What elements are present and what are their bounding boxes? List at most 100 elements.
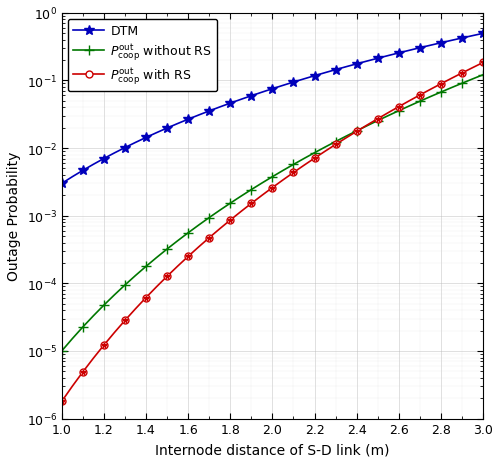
$P^{\mathrm{out}}_{\mathrm{coop}}$ without RS bbox=[301, 156, 307, 162]
$P^{\mathrm{out}}_{\mathrm{coop}}$ without RS bbox=[375, 119, 381, 124]
$P^{\mathrm{out}}_{\mathrm{coop}}$ without RS bbox=[174, 238, 180, 244]
$P^{\mathrm{out}}_{\mathrm{coop}}$ without RS bbox=[459, 81, 465, 87]
DTM bbox=[301, 77, 307, 82]
$P^{\mathrm{out}}_{\mathrm{coop}}$ without RS bbox=[58, 349, 64, 354]
$P^{\mathrm{out}}_{\mathrm{coop}}$ with RS bbox=[396, 105, 402, 110]
DTM bbox=[143, 135, 149, 141]
$P^{\mathrm{out}}_{\mathrm{coop}}$ without RS bbox=[270, 175, 276, 180]
$P^{\mathrm{out}}_{\mathrm{coop}}$ with RS bbox=[406, 99, 412, 104]
$P^{\mathrm{out}}_{\mathrm{coop}}$ with RS bbox=[196, 244, 202, 250]
$P^{\mathrm{out}}_{\mathrm{coop}}$ with RS bbox=[448, 76, 454, 82]
$P^{\mathrm{out}}_{\mathrm{coop}}$ without RS bbox=[428, 94, 434, 100]
$P^{\mathrm{out}}_{\mathrm{coop}}$ with RS bbox=[228, 218, 234, 223]
$P^{\mathrm{out}}_{\mathrm{coop}}$ with RS bbox=[164, 274, 170, 280]
$P^{\mathrm{out}}_{\mathrm{coop}}$ without RS bbox=[238, 194, 244, 200]
DTM bbox=[438, 41, 444, 46]
DTM bbox=[354, 62, 360, 68]
$P^{\mathrm{out}}_{\mathrm{coop}}$ without RS bbox=[248, 188, 254, 193]
$P^{\mathrm{out}}_{\mathrm{coop}}$ with RS bbox=[322, 149, 328, 155]
DTM bbox=[417, 46, 423, 51]
DTM bbox=[122, 145, 128, 151]
X-axis label: Internode distance of S-D link (m): Internode distance of S-D link (m) bbox=[155, 442, 390, 456]
$P^{\mathrm{out}}_{\mathrm{coop}}$ with RS bbox=[143, 295, 149, 300]
DTM bbox=[343, 65, 349, 70]
DTM bbox=[459, 36, 465, 42]
$P^{\mathrm{out}}_{\mathrm{coop}}$ with RS bbox=[428, 88, 434, 93]
$P^{\mathrm{out}}_{\mathrm{coop}}$ with RS bbox=[343, 136, 349, 141]
$P^{\mathrm{out}}_{\mathrm{coop}}$ without RS bbox=[164, 247, 170, 252]
$P^{\mathrm{out}}_{\mathrm{coop}}$ with RS bbox=[112, 330, 117, 336]
$P^{\mathrm{out}}_{\mathrm{coop}}$ without RS bbox=[417, 99, 423, 105]
DTM bbox=[364, 59, 370, 65]
$P^{\mathrm{out}}_{\mathrm{coop}}$ with RS bbox=[238, 209, 244, 215]
$P^{\mathrm{out}}_{\mathrm{coop}}$ without RS bbox=[343, 134, 349, 140]
$P^{\mathrm{out}}_{\mathrm{coop}}$ without RS bbox=[154, 255, 160, 261]
$P^{\mathrm{out}}_{\mathrm{coop}}$ with RS bbox=[438, 82, 444, 88]
$P^{\mathrm{out}}_{\mathrm{coop}}$ without RS bbox=[322, 145, 328, 150]
$P^{\mathrm{out}}_{\mathrm{coop}}$ with RS bbox=[90, 356, 96, 361]
DTM bbox=[406, 49, 412, 54]
$P^{\mathrm{out}}_{\mathrm{coop}}$ with RS bbox=[259, 193, 265, 199]
Line: DTM: DTM bbox=[57, 30, 488, 189]
DTM bbox=[332, 68, 338, 73]
$P^{\mathrm{out}}_{\mathrm{coop}}$ with RS bbox=[480, 61, 486, 66]
DTM bbox=[248, 94, 254, 99]
DTM bbox=[396, 51, 402, 56]
$P^{\mathrm{out}}_{\mathrm{coop}}$ without RS bbox=[228, 201, 234, 206]
$P^{\mathrm{out}}_{\mathrm{coop}}$ with RS bbox=[280, 178, 286, 183]
$P^{\mathrm{out}}_{\mathrm{coop}}$ without RS bbox=[480, 73, 486, 78]
DTM bbox=[259, 90, 265, 96]
DTM bbox=[174, 121, 180, 127]
Line: $P^{\mathrm{out}}_{\mathrm{coop}}$ with RS: $P^{\mathrm{out}}_{\mathrm{coop}}$ with … bbox=[58, 60, 486, 405]
$P^{\mathrm{out}}_{\mathrm{coop}}$ without RS bbox=[290, 162, 296, 168]
Y-axis label: Outage Probability: Outage Probability bbox=[7, 152, 21, 281]
$P^{\mathrm{out}}_{\mathrm{coop}}$ without RS bbox=[386, 113, 392, 119]
$P^{\mathrm{out}}_{\mathrm{coop}}$ without RS bbox=[112, 293, 117, 298]
$P^{\mathrm{out}}_{\mathrm{coop}}$ without RS bbox=[332, 139, 338, 145]
DTM bbox=[101, 156, 107, 162]
$P^{\mathrm{out}}_{\mathrm{coop}}$ without RS bbox=[70, 336, 75, 342]
$P^{\mathrm{out}}_{\mathrm{coop}}$ without RS bbox=[80, 325, 86, 330]
$P^{\mathrm{out}}_{\mathrm{coop}}$ without RS bbox=[259, 181, 265, 187]
DTM bbox=[112, 151, 117, 156]
$P^{\mathrm{out}}_{\mathrm{coop}}$ without RS bbox=[364, 124, 370, 129]
$P^{\mathrm{out}}_{\mathrm{coop}}$ without RS bbox=[438, 90, 444, 96]
DTM bbox=[238, 97, 244, 103]
Legend: DTM, $P^{\mathrm{out}}_{\mathrm{coop}}$ without RS, $P^{\mathrm{out}}_{\mathrm{c: DTM, $P^{\mathrm{out}}_{\mathrm{coop}}$ … bbox=[68, 20, 218, 92]
$P^{\mathrm{out}}_{\mathrm{coop}}$ without RS bbox=[448, 86, 454, 91]
$P^{\mathrm{out}}_{\mathrm{coop}}$ with RS bbox=[301, 163, 307, 169]
$P^{\mathrm{out}}_{\mathrm{coop}}$ with RS bbox=[470, 66, 476, 71]
$P^{\mathrm{out}}_{\mathrm{coop}}$ without RS bbox=[406, 104, 412, 109]
$P^{\mathrm{out}}_{\mathrm{coop}}$ with RS bbox=[312, 156, 318, 162]
DTM bbox=[290, 80, 296, 86]
$P^{\mathrm{out}}_{\mathrm{coop}}$ without RS bbox=[206, 215, 212, 221]
$P^{\mathrm{out}}_{\mathrm{coop}}$ with RS bbox=[417, 93, 423, 99]
$P^{\mathrm{out}}_{\mathrm{coop}}$ without RS bbox=[132, 273, 138, 279]
$P^{\mathrm{out}}_{\mathrm{coop}}$ without RS bbox=[196, 223, 202, 228]
$P^{\mathrm{out}}_{\mathrm{coop}}$ without RS bbox=[470, 77, 476, 82]
DTM bbox=[132, 140, 138, 146]
DTM bbox=[164, 126, 170, 131]
DTM bbox=[196, 113, 202, 119]
$P^{\mathrm{out}}_{\mathrm{coop}}$ without RS bbox=[143, 264, 149, 269]
DTM bbox=[280, 83, 286, 89]
DTM bbox=[386, 54, 392, 59]
DTM bbox=[90, 162, 96, 168]
$P^{\mathrm{out}}_{\mathrm{coop}}$ without RS bbox=[185, 231, 191, 236]
$P^{\mathrm{out}}_{\mathrm{coop}}$ without RS bbox=[280, 169, 286, 174]
$P^{\mathrm{out}}_{\mathrm{coop}}$ without RS bbox=[216, 208, 222, 213]
$P^{\mathrm{out}}_{\mathrm{coop}}$ with RS bbox=[375, 117, 381, 122]
$P^{\mathrm{out}}_{\mathrm{coop}}$ with RS bbox=[386, 111, 392, 116]
$P^{\mathrm{out}}_{\mathrm{coop}}$ with RS bbox=[80, 369, 86, 375]
$P^{\mathrm{out}}_{\mathrm{coop}}$ with RS bbox=[154, 284, 160, 290]
$P^{\mathrm{out}}_{\mathrm{coop}}$ without RS bbox=[396, 109, 402, 114]
$P^{\mathrm{out}}_{\mathrm{coop}}$ with RS bbox=[364, 123, 370, 128]
$P^{\mathrm{out}}_{\mathrm{coop}}$ with RS bbox=[354, 129, 360, 135]
DTM bbox=[312, 74, 318, 79]
DTM bbox=[206, 109, 212, 114]
$P^{\mathrm{out}}_{\mathrm{coop}}$ with RS bbox=[248, 201, 254, 206]
DTM bbox=[80, 168, 86, 174]
$P^{\mathrm{out}}_{\mathrm{coop}}$ with RS bbox=[185, 254, 191, 260]
$P^{\mathrm{out}}_{\mathrm{coop}}$ with RS bbox=[58, 399, 64, 404]
DTM bbox=[58, 181, 64, 187]
